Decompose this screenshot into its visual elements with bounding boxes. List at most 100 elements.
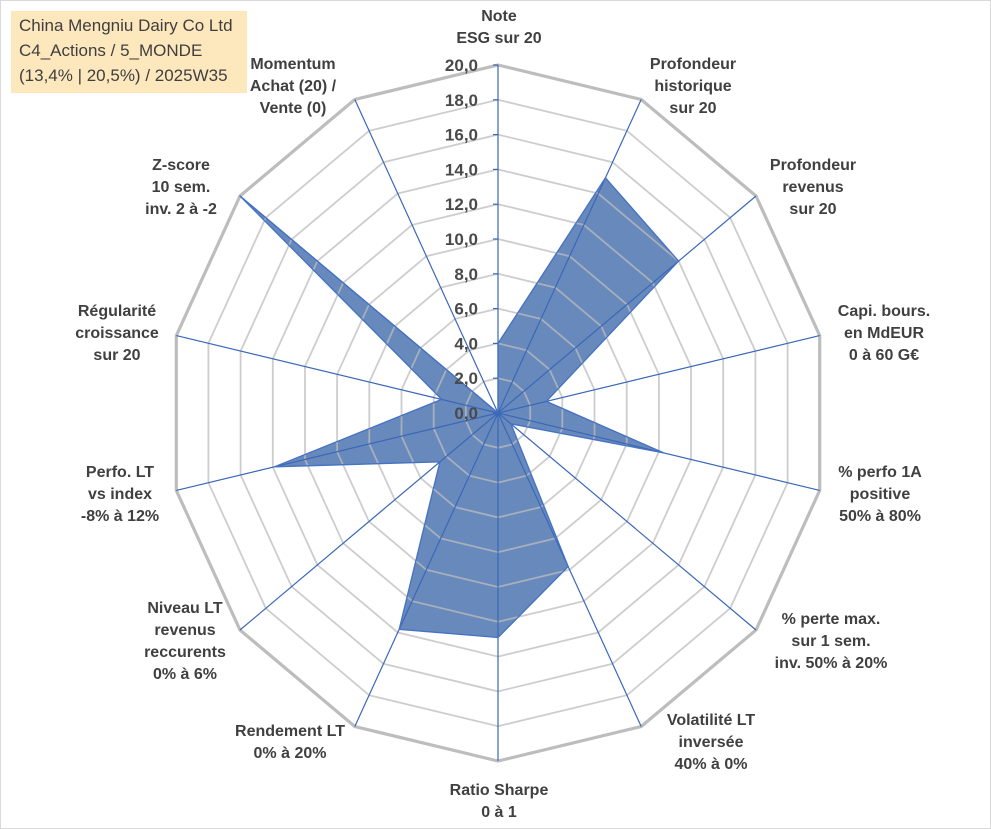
category-label-4-line-0: % perfo 1A bbox=[838, 464, 922, 481]
category-label-10: Perfo. LT vs index -8% à 12% bbox=[81, 464, 159, 525]
category-label-10-line-1: vs index bbox=[88, 486, 152, 503]
data-point-8 bbox=[397, 627, 401, 631]
axis-spoke-8 bbox=[354, 412, 499, 727]
category-label-13-line-0: Momentum bbox=[250, 56, 335, 73]
data-point-6 bbox=[566, 565, 570, 569]
category-label-8-line-0: Rendement LT bbox=[235, 723, 345, 740]
tick-label-2: 4,0 bbox=[454, 334, 478, 353]
data-point-1 bbox=[603, 176, 607, 180]
axis-spoke-13 bbox=[354, 99, 499, 414]
tick-label-10: 20,0 bbox=[445, 56, 478, 75]
series-outline-layer bbox=[238, 176, 681, 640]
category-label-9-line-2: reccurents bbox=[144, 644, 226, 661]
category-label-11-line-0: Régularité bbox=[78, 303, 156, 320]
category-label-9-line-1: revenus bbox=[154, 622, 215, 639]
category-label-3-line-1: en MdEUR bbox=[844, 325, 924, 342]
category-label-11: Régularité croissance sur 20 bbox=[75, 303, 159, 364]
category-label-1-line-2: sur 20 bbox=[669, 100, 716, 117]
axis-spoke-5 bbox=[497, 412, 757, 631]
category-label-13-line-2: Vente (0) bbox=[260, 100, 327, 117]
category-label-8-line-1: 0% à 20% bbox=[254, 745, 327, 762]
category-label-12-line-0: Z-score bbox=[152, 157, 210, 174]
category-label-11-line-2: sur 20 bbox=[93, 347, 140, 364]
category-label-9: Niveau LT revenus reccurents 0% à 6% bbox=[144, 600, 226, 683]
category-label-4-line-1: positive bbox=[850, 486, 911, 503]
category-label-12: Z-score 10 sem. inv. 2 à -2 bbox=[145, 157, 217, 218]
category-label-3-line-0: Capi. bours. bbox=[838, 303, 930, 320]
category-label-7: Ratio Sharpe 0 à 1 bbox=[450, 782, 549, 821]
value-axis-ticks bbox=[493, 64, 498, 414]
category-label-8: Rendement LT 0% à 20% bbox=[235, 723, 345, 762]
category-label-7-line-0: Ratio Sharpe bbox=[450, 782, 549, 799]
category-label-5-line-1: sur 1 sem. bbox=[791, 633, 870, 650]
category-label-5: % perte max. sur 1 sem. inv. 50% à 20% bbox=[775, 611, 888, 672]
series-area-layer bbox=[240, 177, 679, 638]
data-point-4 bbox=[662, 451, 666, 455]
category-label-1: Profondeur historique sur 20 bbox=[650, 56, 736, 117]
data-point-12 bbox=[238, 194, 242, 198]
category-label-2-line-2: sur 20 bbox=[789, 201, 836, 218]
data-point-3 bbox=[544, 399, 548, 403]
category-label-4-line-2: 50% à 80% bbox=[839, 508, 921, 525]
category-label-12-line-1: 10 sem. bbox=[152, 179, 211, 196]
category-label-7-line-1: 0 à 1 bbox=[481, 804, 517, 821]
category-label-6-line-0: Volatilité LT bbox=[667, 712, 756, 729]
category-label-12-line-2: inv. 2 à -2 bbox=[145, 201, 217, 218]
axis-spoke-1 bbox=[497, 99, 642, 414]
category-label-0-line-1: ESG sur 20 bbox=[456, 30, 541, 47]
category-label-3-line-2: 0 à 60 G€ bbox=[849, 347, 919, 364]
axis-spoke-2 bbox=[497, 195, 757, 414]
data-point-2 bbox=[677, 259, 681, 263]
series-outline bbox=[239, 177, 680, 639]
chart-title-company: China Mengniu Dairy Co Ltd bbox=[19, 16, 233, 35]
tick-label-9: 18,0 bbox=[445, 91, 478, 110]
series-area bbox=[240, 177, 679, 638]
axis-spoke-11 bbox=[176, 335, 499, 414]
category-label-1-line-0: Profondeur bbox=[650, 56, 736, 73]
category-label-6-line-2: 40% à 0% bbox=[675, 756, 748, 773]
category-label-0-line-0: Note bbox=[481, 8, 517, 25]
tick-label-4: 8,0 bbox=[454, 265, 478, 284]
category-label-10-line-2: -8% à 12% bbox=[81, 508, 159, 525]
category-label-5-line-0: % perte max. bbox=[782, 611, 881, 628]
data-point-9 bbox=[438, 460, 442, 464]
tick-label-5: 10,0 bbox=[445, 230, 478, 249]
chart-title-stats: (13,4% | 20,5%) / 2025W35 bbox=[19, 66, 228, 85]
category-label-0: Note ESG sur 20 bbox=[456, 8, 541, 47]
chart-title-universe: C4_Actions / 5_MONDE bbox=[19, 41, 203, 60]
category-label-10-line-0: Perfo. LT bbox=[86, 464, 154, 481]
category-label-13-line-1: Achat (20) / bbox=[250, 78, 337, 95]
data-point-11 bbox=[440, 397, 444, 401]
data-point-7 bbox=[496, 636, 500, 640]
axis-spoke-3 bbox=[497, 335, 820, 414]
category-label-6: Volatilité LT inversée 40% à 0% bbox=[667, 712, 756, 773]
chart-title-box: China Mengniu Dairy Co Ltd C4_Actions / … bbox=[11, 11, 247, 93]
category-label-5-line-2: inv. 50% à 20% bbox=[775, 655, 888, 672]
data-point-10 bbox=[272, 465, 276, 469]
axis-spoke-9 bbox=[239, 412, 499, 631]
category-label-3: Capi. bours. en MdEUR 0 à 60 G€ bbox=[838, 303, 930, 364]
category-labels: Note ESG sur 20 Profondeur historique sur 20… bbox=[75, 8, 930, 821]
category-label-2-line-0: Profondeur bbox=[770, 157, 856, 174]
tick-label-1: 2,0 bbox=[454, 369, 478, 388]
category-label-2-line-1: revenus bbox=[782, 179, 843, 196]
category-label-6-line-1: inversée bbox=[679, 734, 744, 751]
category-label-11-line-1: croissance bbox=[75, 325, 159, 342]
axis-spoke-6 bbox=[497, 412, 642, 727]
tick-label-7: 14,0 bbox=[445, 160, 478, 179]
category-label-13: Momentum Achat (20) / Vente (0) bbox=[250, 56, 337, 117]
category-label-1-line-1: historique bbox=[654, 78, 731, 95]
value-axis-tick-labels: 0,0 2,0 4,0 6,0 8,0 10,0 12,0 14,0 16,0 18,0 20,0 bbox=[445, 56, 478, 423]
category-label-9-line-3: 0% à 6% bbox=[153, 666, 217, 683]
tick-label-6: 12,0 bbox=[445, 195, 478, 214]
category-label-2: Profondeur revenus sur 20 bbox=[770, 157, 856, 218]
axis-spoke-10 bbox=[176, 412, 499, 491]
tick-label-0: 0,0 bbox=[454, 404, 478, 423]
tick-label-8: 16,0 bbox=[445, 126, 478, 145]
tick-label-3: 6,0 bbox=[454, 300, 478, 319]
category-label-4: % perfo 1A positive 50% à 80% bbox=[838, 464, 922, 525]
data-point-5 bbox=[509, 422, 513, 426]
category-label-9-line-0: Niveau LT bbox=[147, 600, 223, 617]
